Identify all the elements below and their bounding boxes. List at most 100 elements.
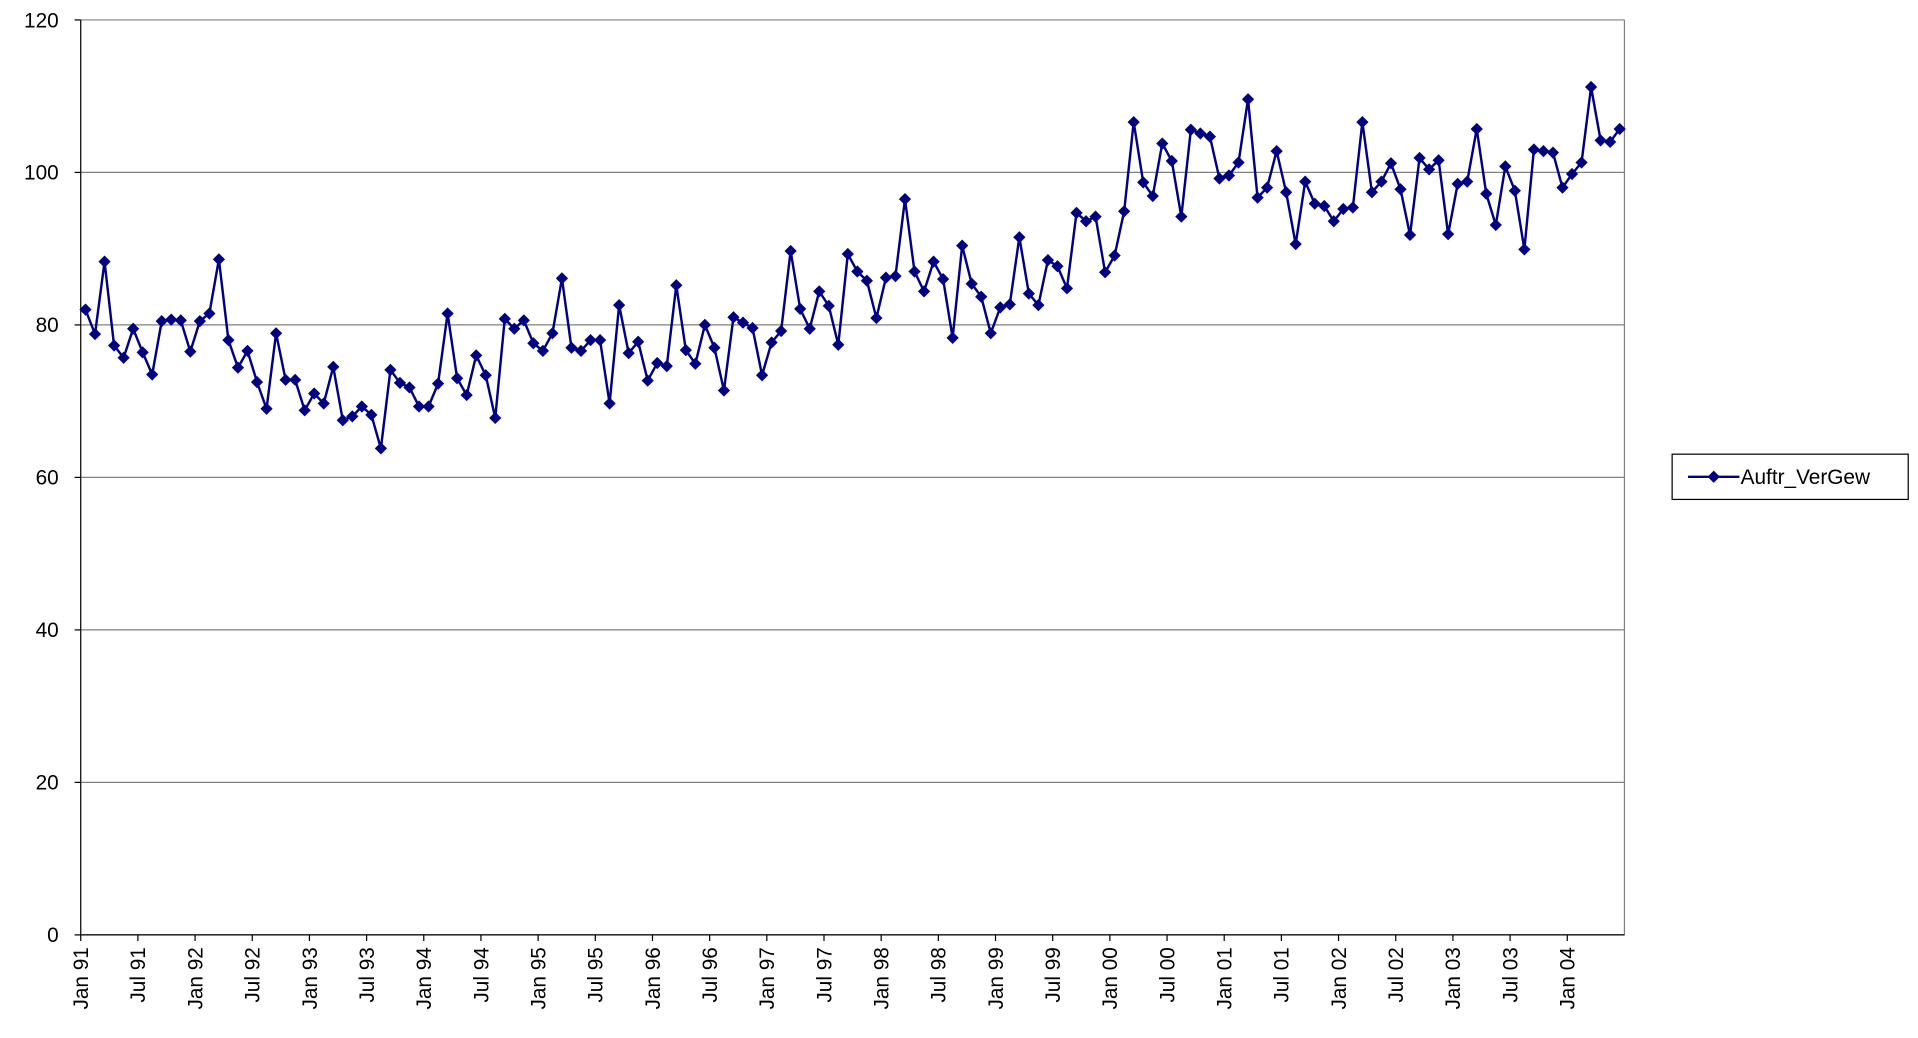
data-point — [1060, 282, 1074, 295]
data-point — [851, 265, 864, 278]
data-point — [1003, 298, 1016, 311]
data-point — [1518, 243, 1531, 256]
x-tick-label: Jul 94 — [470, 947, 493, 1002]
data-point — [1394, 183, 1407, 196]
data-point — [1442, 228, 1455, 241]
x-tick-label: Jan 92 — [184, 947, 207, 1009]
legend: Auftr_VerGew — [1671, 453, 1909, 501]
data-point — [193, 314, 206, 328]
data-point — [1137, 176, 1150, 189]
data-point — [269, 327, 283, 340]
data-point — [355, 400, 368, 413]
data-point — [527, 337, 540, 350]
x-tick-label: Jan 94 — [413, 947, 436, 1009]
data-point — [479, 369, 492, 382]
y-tick-label: 100 — [24, 162, 59, 185]
data-point — [79, 303, 92, 316]
data-point — [1537, 144, 1550, 158]
data-point — [155, 314, 168, 328]
data-point — [1213, 172, 1226, 185]
data-point — [517, 314, 530, 327]
data-point — [1165, 154, 1178, 168]
data-point — [1565, 167, 1579, 181]
legend-marker — [1707, 470, 1720, 483]
data-point — [212, 253, 226, 266]
data-point — [1299, 175, 1312, 188]
data-point — [1499, 160, 1512, 173]
data-point — [632, 335, 645, 348]
data-point — [489, 411, 502, 425]
data-point — [1346, 201, 1359, 214]
data-point — [107, 339, 121, 352]
data-point — [1584, 80, 1598, 94]
data-point — [1289, 237, 1302, 251]
data-point — [346, 410, 359, 423]
data-point — [460, 388, 473, 402]
data-point — [660, 359, 673, 373]
data-point — [1051, 260, 1064, 273]
x-tick-label: Jul 99 — [1042, 947, 1065, 1002]
y-tick-label: 120 — [24, 9, 59, 32]
data-point — [841, 247, 854, 261]
data-point — [1175, 210, 1188, 223]
data-point — [946, 331, 959, 344]
data-point — [1203, 130, 1217, 143]
data-point — [412, 400, 426, 413]
data-point — [1232, 156, 1245, 169]
data-point — [1222, 169, 1236, 182]
data-point — [698, 318, 711, 332]
data-point — [994, 301, 1007, 314]
data-point — [565, 341, 578, 354]
data-point — [165, 313, 178, 326]
data-point — [1337, 202, 1350, 216]
data-point — [603, 397, 616, 410]
x-tick-label: Jul 91 — [127, 947, 150, 1002]
data-point — [1260, 181, 1274, 194]
data-point — [451, 372, 464, 385]
x-tick-label: Jul 95 — [585, 947, 608, 1002]
data-point — [765, 336, 778, 349]
data-point — [117, 351, 130, 364]
data-point — [755, 369, 769, 382]
x-tick-label: Jan 91 — [70, 947, 93, 1009]
x-tick-label: Jul 97 — [813, 947, 836, 1002]
data-point — [679, 343, 692, 357]
data-point — [936, 273, 950, 286]
data-point — [508, 322, 521, 335]
data-point — [1403, 228, 1417, 242]
data-point — [670, 279, 683, 292]
data-point — [1194, 127, 1207, 140]
x-tick-label: Jan 98 — [871, 947, 894, 1009]
data-point — [1480, 187, 1493, 200]
data-point — [1318, 199, 1331, 213]
data-point — [536, 344, 550, 357]
data-point — [298, 404, 311, 417]
y-tick-label: 80 — [36, 314, 59, 337]
x-tick-label: Jan 04 — [1557, 947, 1580, 1009]
data-point — [184, 345, 197, 358]
data-point — [965, 277, 978, 290]
data-point — [1118, 205, 1131, 218]
data-point — [860, 274, 873, 287]
data-point — [1032, 298, 1045, 312]
data-point — [1156, 137, 1169, 150]
data-point — [813, 285, 826, 298]
data-point — [1604, 135, 1617, 149]
data-point — [774, 324, 788, 338]
data-point — [689, 357, 702, 370]
data-point — [1070, 206, 1083, 219]
series-line — [84, 86, 1621, 449]
data-point — [622, 347, 635, 360]
data-point — [1041, 253, 1055, 267]
data-point — [708, 341, 721, 354]
data-point — [1527, 143, 1541, 156]
data-point — [1613, 122, 1626, 136]
data-point — [384, 363, 397, 377]
data-point — [498, 312, 511, 325]
data-point — [555, 272, 569, 285]
data-point — [174, 314, 187, 327]
data-point — [794, 302, 807, 316]
data-point — [1241, 93, 1255, 106]
data-point — [1356, 115, 1369, 129]
